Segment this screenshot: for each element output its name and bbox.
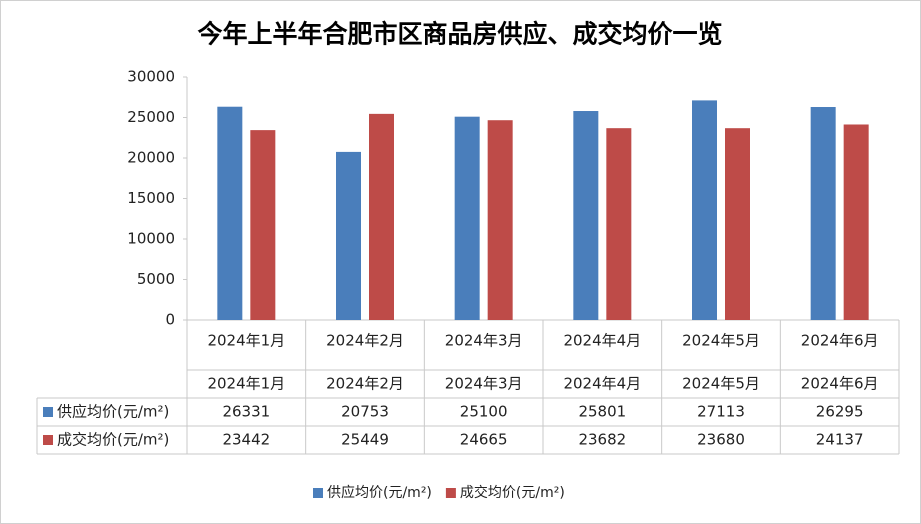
table-header: 2024年2月 bbox=[326, 375, 404, 393]
x-tick-label: 2024年2月 bbox=[326, 332, 404, 350]
table-cell: 25801 bbox=[578, 403, 626, 421]
table-legend-swatch bbox=[43, 435, 53, 445]
bar bbox=[217, 106, 243, 320]
table-cell: 23680 bbox=[697, 431, 745, 449]
table-header: 2024年5月 bbox=[682, 375, 760, 393]
x-tick-label: 2024年4月 bbox=[563, 332, 641, 350]
y-tick-label: 20000 bbox=[127, 149, 175, 167]
bar bbox=[487, 120, 513, 320]
bar bbox=[573, 111, 599, 320]
table-legend-swatch bbox=[43, 407, 53, 417]
x-tick-label: 2024年5月 bbox=[682, 332, 760, 350]
y-tick-label: 0 bbox=[165, 311, 175, 329]
y-tick-label: 10000 bbox=[127, 230, 175, 248]
table-cell: 27113 bbox=[697, 403, 745, 421]
table-cell: 26295 bbox=[816, 403, 864, 421]
bar bbox=[369, 113, 394, 320]
table-cell: 26331 bbox=[222, 403, 270, 421]
legend-swatch bbox=[313, 488, 323, 498]
table-cell: 24665 bbox=[460, 431, 508, 449]
x-tick-label: 2024年6月 bbox=[801, 332, 879, 350]
table-row-label: 成交均价(元/m²) bbox=[57, 431, 169, 449]
chart-title: 今年上半年合肥市区商品房供应、成交均价一览 bbox=[197, 20, 722, 49]
bar bbox=[725, 128, 750, 320]
bar bbox=[810, 107, 836, 320]
table-row-label: 供应均价(元/m²) bbox=[57, 403, 169, 421]
bar bbox=[692, 100, 717, 320]
y-tick-label: 30000 bbox=[127, 68, 175, 86]
bar bbox=[250, 130, 276, 320]
table-cell: 23682 bbox=[578, 431, 626, 449]
x-tick-label: 2024年3月 bbox=[445, 332, 523, 350]
table-header: 2024年3月 bbox=[445, 375, 523, 393]
table-header: 2024年1月 bbox=[207, 375, 285, 393]
legend-swatch bbox=[445, 488, 456, 498]
table-cell: 24137 bbox=[816, 431, 864, 449]
bar bbox=[336, 151, 361, 320]
bar bbox=[843, 124, 869, 321]
legend-label: 供应均价(元/m²) bbox=[327, 484, 432, 501]
legend-label: 成交均价(元/m²) bbox=[460, 484, 565, 501]
table-header: 2024年6月 bbox=[801, 375, 879, 393]
y-tick-label: 5000 bbox=[137, 270, 175, 288]
bar bbox=[606, 128, 632, 320]
bar bbox=[454, 116, 480, 320]
y-tick-label: 15000 bbox=[127, 189, 175, 207]
x-tick-label: 2024年1月 bbox=[207, 332, 285, 350]
table-cell: 23442 bbox=[222, 431, 270, 449]
table-cell: 20753 bbox=[341, 403, 389, 421]
table-cell: 25449 bbox=[341, 431, 389, 449]
table-header: 2024年4月 bbox=[563, 375, 641, 393]
y-tick-label: 25000 bbox=[127, 108, 175, 126]
table-cell: 25100 bbox=[460, 403, 508, 421]
